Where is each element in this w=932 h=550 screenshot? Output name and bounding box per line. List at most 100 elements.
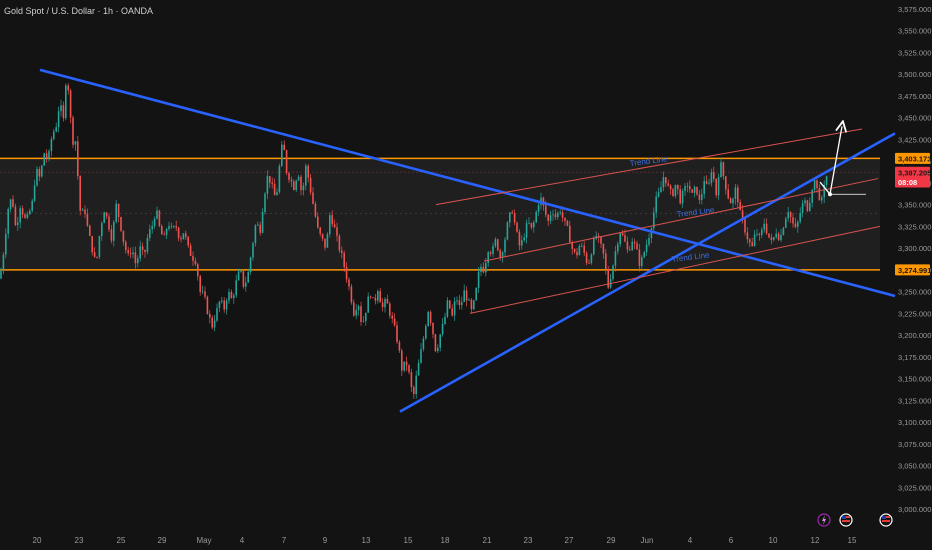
x-tick-label: Jun	[641, 536, 654, 545]
candle-body	[146, 237, 149, 252]
candle-body	[245, 282, 247, 287]
candle-body	[693, 186, 696, 193]
candle-body	[381, 302, 384, 308]
candle-body	[115, 203, 117, 222]
candle-body	[29, 210, 31, 215]
y-tick-label: 3,000.000	[898, 505, 931, 514]
candle-body	[240, 271, 242, 272]
candle-body	[614, 251, 617, 266]
candle-body	[429, 311, 432, 323]
candle-body	[201, 291, 204, 293]
candle-body	[477, 271, 480, 288]
candle-body	[818, 187, 821, 201]
candle-body	[763, 223, 765, 230]
candle-body	[444, 316, 446, 324]
candle-body	[91, 235, 93, 253]
candle-body	[528, 222, 530, 224]
candle-body	[727, 189, 729, 199]
candle-body	[345, 267, 348, 280]
candle-body	[331, 215, 333, 225]
candle-body	[393, 318, 396, 326]
candle-body	[648, 237, 650, 245]
candle-body	[461, 301, 463, 306]
candle-body	[189, 245, 192, 256]
candle-body	[266, 176, 269, 194]
blue-ascending-line[interactable]	[399, 132, 896, 413]
x-tick-label: 13	[362, 536, 371, 545]
candle-body	[624, 235, 626, 242]
x-tick-label: May	[196, 536, 211, 545]
price-label-text: 3,387.205	[898, 168, 931, 177]
candle-body	[17, 222, 19, 226]
candle-body	[247, 272, 249, 283]
candle-body	[600, 236, 602, 244]
candle-body	[698, 194, 701, 200]
blue-descending-line[interactable]	[39, 68, 896, 298]
candle-body	[72, 117, 74, 145]
candle-body	[314, 203, 317, 217]
red-channel-middle-line[interactable]	[483, 178, 879, 262]
candle-body	[439, 334, 441, 348]
candle-body	[309, 177, 312, 193]
candle-body	[458, 300, 461, 306]
candle-body	[290, 179, 293, 182]
candle-body	[787, 212, 789, 219]
candle-body	[708, 183, 710, 184]
candle-body	[57, 111, 60, 128]
candle-body	[684, 186, 686, 191]
candle-body	[780, 234, 782, 241]
candle-body	[374, 297, 377, 301]
candle-body	[573, 248, 576, 252]
candle-body	[273, 184, 276, 196]
candle-body	[619, 233, 621, 245]
candle-body	[117, 203, 120, 218]
candle-body	[175, 226, 177, 228]
candle-body	[218, 301, 221, 308]
candle-body	[773, 237, 775, 240]
candle-body	[715, 178, 717, 196]
candle-body	[62, 105, 65, 119]
candle-body	[295, 180, 297, 191]
candle-body	[365, 312, 367, 322]
candle-body	[369, 296, 372, 298]
candle-body	[24, 214, 26, 218]
red-channel-lower-line[interactable]	[469, 225, 881, 314]
candle-body	[372, 297, 374, 299]
candle-body	[86, 213, 89, 226]
candle-body	[153, 218, 156, 226]
candle-body	[638, 249, 641, 267]
candle-body	[741, 210, 744, 220]
candle-body	[720, 162, 722, 178]
candle-body	[305, 165, 307, 186]
candle-body	[669, 185, 672, 190]
candle-body	[302, 185, 305, 191]
candle-body	[33, 185, 36, 201]
red-channel-upper-line[interactable]	[435, 128, 863, 206]
candle-body	[398, 341, 401, 351]
candle-body	[127, 250, 129, 254]
candle-body	[482, 266, 485, 273]
candle-body	[324, 238, 326, 248]
candle-body	[281, 144, 283, 167]
candle-body	[504, 239, 506, 253]
candle-body	[679, 189, 681, 204]
candle-body	[713, 172, 715, 179]
candle-body	[751, 242, 753, 247]
candle-body	[199, 276, 201, 292]
candle-body	[453, 301, 456, 316]
candle-body	[357, 306, 360, 311]
candle-body	[566, 220, 569, 226]
candle-body	[765, 223, 768, 234]
candle-body	[312, 192, 314, 204]
candle-body	[446, 300, 449, 317]
candle-body	[362, 321, 365, 322]
y-tick-label: 3,025.000	[898, 483, 931, 492]
candle-body	[434, 334, 437, 352]
candle-body	[122, 230, 125, 243]
candle-body	[602, 243, 605, 254]
candle-body	[650, 228, 653, 238]
x-tick-label: 29	[607, 536, 616, 545]
candle-body	[173, 226, 175, 227]
